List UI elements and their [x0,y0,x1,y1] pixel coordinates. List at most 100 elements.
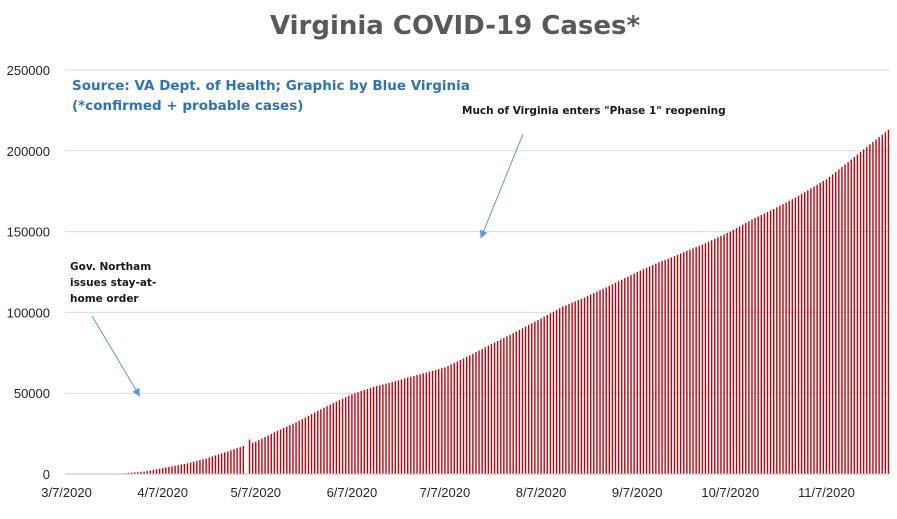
bar [575,301,576,474]
bar [838,169,839,474]
bar [801,194,802,474]
bar [754,218,755,474]
bar [360,391,361,474]
bar [674,256,675,474]
bar [773,209,774,474]
bar [447,366,448,474]
bar [178,465,179,474]
bar [761,215,762,474]
bar [854,157,855,474]
bar [243,446,244,474]
bar [646,268,647,474]
bar [668,259,669,474]
bar [782,204,783,474]
bar [621,280,622,474]
bar [298,421,299,474]
bar [165,468,166,474]
bar [587,296,588,474]
bar [869,144,870,474]
bar [292,424,293,474]
bar [181,465,182,474]
x-tick-label: 4/7/2020 [137,485,188,500]
bar [847,162,848,474]
bar [658,262,659,474]
bar [733,230,734,474]
bar [506,336,507,474]
bar [323,408,324,474]
bar [289,425,290,474]
bar [407,378,408,474]
bar [426,373,427,474]
bar [714,239,715,474]
bar [171,466,172,474]
bar [789,201,790,474]
bar [413,376,414,474]
bar [317,411,318,474]
x-tick-label: 9/7/2020 [612,485,663,500]
bar [308,416,309,474]
bar [785,203,786,474]
bar [816,185,817,474]
bar [162,468,163,474]
bar [454,363,455,474]
bar [277,431,278,474]
bar [354,393,355,474]
bar [534,322,535,474]
bar [159,469,160,474]
bar [512,333,513,474]
bar [311,414,312,474]
bar [810,188,811,474]
bar [813,187,814,474]
bar [717,237,718,474]
bar [823,181,824,474]
annotation-phase1: Much of Virginia enters "Phase 1" reopen… [462,105,726,117]
x-tick-label: 11/7/2020 [798,485,855,500]
bar [804,192,805,474]
bar [885,132,886,474]
bar [509,335,510,474]
annotation-stay-at-home-line: issues stay-at- [70,277,156,289]
bar [224,452,225,474]
bar [267,435,268,474]
bar-series [69,130,889,474]
bar [326,406,327,474]
bar [348,396,349,474]
bar [683,252,684,474]
bar [190,462,191,474]
bar [739,226,740,474]
bar [633,274,634,474]
bar [218,454,219,474]
bar [295,422,296,474]
bar [221,453,222,474]
bar [637,272,638,474]
bar [795,198,796,474]
bar [196,461,197,474]
bar [516,332,517,474]
bar [695,247,696,474]
bar [156,469,157,474]
bar [826,179,827,474]
bar [711,240,712,474]
bar [857,154,858,474]
bar [689,250,690,474]
x-tick-label: 5/7/2020 [230,485,281,500]
bar [233,449,234,474]
bar [500,340,501,475]
bar [866,147,867,474]
bar [351,394,352,474]
bar [664,260,665,474]
bar [841,167,842,474]
x-tick-label: 7/7/2020 [420,485,471,500]
bar [702,245,703,474]
bar [432,371,433,474]
bar [379,385,380,474]
bar [705,243,706,474]
bar [215,455,216,474]
bar [227,451,228,474]
bar [745,223,746,474]
bar [590,295,591,474]
bar [150,470,151,474]
